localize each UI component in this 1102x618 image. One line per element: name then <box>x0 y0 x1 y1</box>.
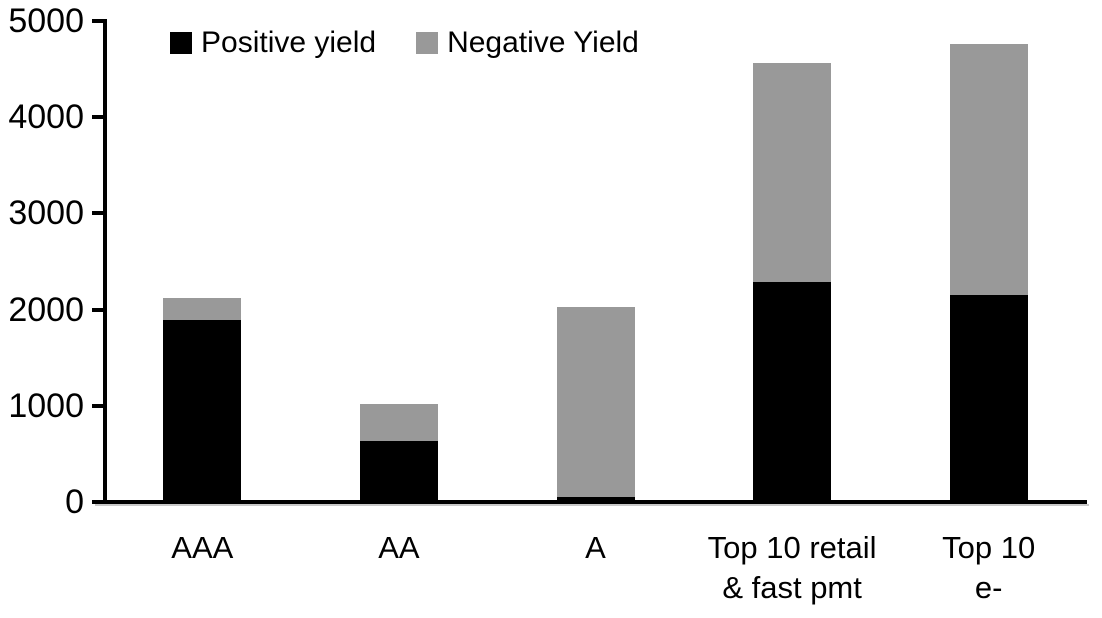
bar-segment-positive-yield <box>557 497 635 501</box>
y-axis-tick <box>92 211 103 216</box>
bar-segment-positive-yield <box>753 282 831 501</box>
y-tick-label: 1000 <box>8 386 84 425</box>
bar-segment-negative-yield <box>950 44 1028 295</box>
x-category-label-top-10: Top 10 e-commerce <box>916 530 1061 618</box>
x-category-label-aaa: AAA <box>171 530 234 565</box>
legend-item-positive-yield: Positive yield <box>170 28 376 58</box>
legend-item-negative-yield: Negative Yield <box>416 28 639 58</box>
legend: Positive yield Negative Yield <box>170 28 639 58</box>
bar-segment-negative-yield <box>753 63 831 282</box>
bar-segment-positive-yield <box>360 441 438 501</box>
x-category-label-a: A <box>585 530 606 565</box>
x-axis-shadow <box>95 504 1089 506</box>
legend-label: Negative Yield <box>447 26 639 59</box>
legend-label: Positive yield <box>201 26 377 59</box>
x-category-label-aa: AA <box>378 530 420 565</box>
y-axis-tick <box>92 115 103 120</box>
y-axis-tick <box>92 403 103 408</box>
y-tick-label: 2000 <box>8 290 84 329</box>
bar-segment-negative-yield <box>557 307 635 497</box>
y-axis-line <box>103 19 107 503</box>
y-tick-label: 5000 <box>8 2 84 40</box>
x-category-label-top-10-retail: Top 10 retail & fast pmt <box>707 530 877 605</box>
x-axis-line <box>93 500 1087 504</box>
legend-swatch-positive-yield-icon <box>170 32 192 54</box>
bar-segment-negative-yield <box>360 404 438 441</box>
y-tick-label: 3000 <box>8 194 84 233</box>
bar-segment-positive-yield <box>950 295 1028 501</box>
y-axis-tick <box>92 19 103 23</box>
bar-segment-positive-yield <box>163 320 241 501</box>
y-axis-tick <box>92 307 103 312</box>
y-tick-label: 4000 <box>8 98 84 137</box>
y-tick-label: 0 <box>65 483 84 521</box>
bar-segment-negative-yield <box>163 298 241 320</box>
legend-swatch-negative-yield-icon <box>416 32 439 54</box>
